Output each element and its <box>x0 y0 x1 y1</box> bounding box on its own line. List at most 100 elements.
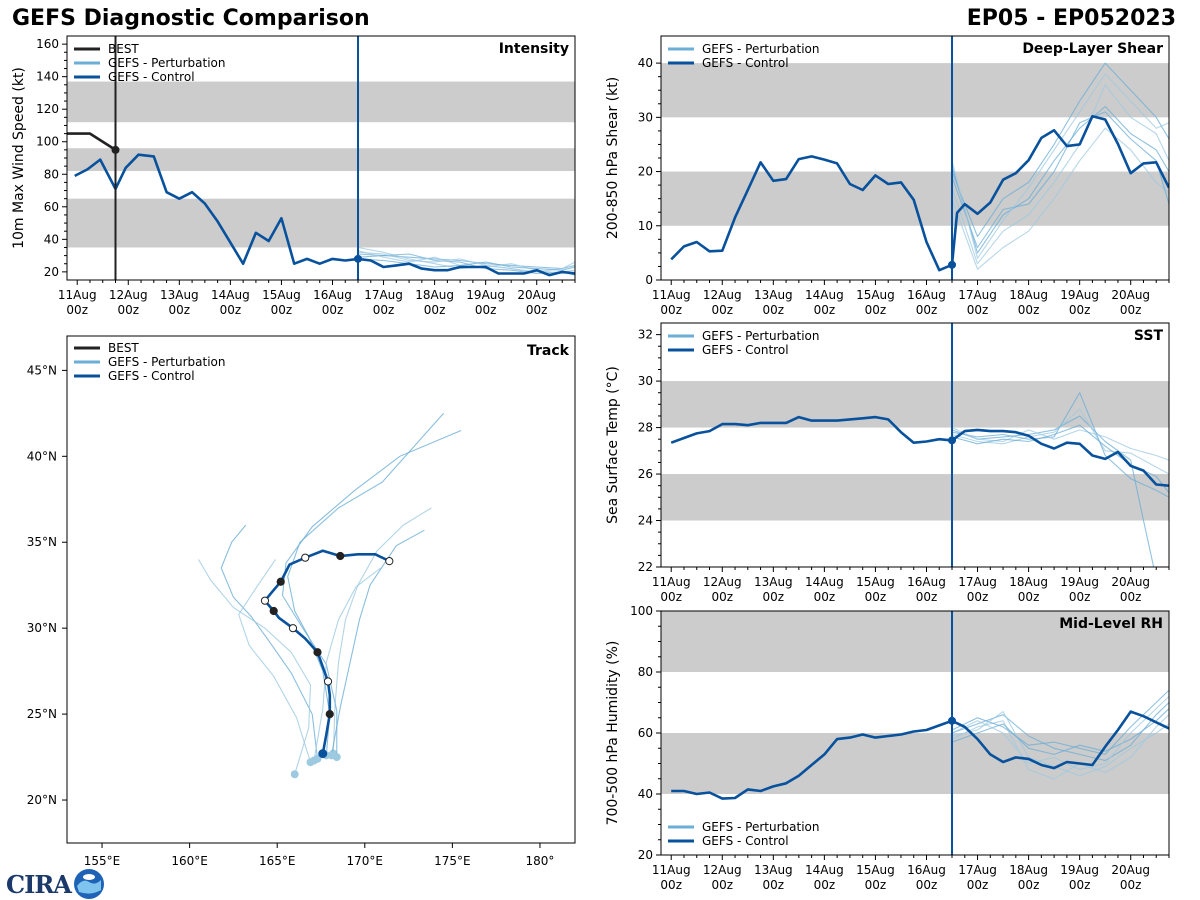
shear-perturbation-line <box>951 84 1169 265</box>
intensity-title: Intensity <box>499 41 569 57</box>
rh-xtick-label: 00z <box>711 878 733 892</box>
intensity-init-point <box>354 254 363 263</box>
sst-perturbation-line <box>951 415 1155 567</box>
sst-threshold-band <box>661 381 1169 428</box>
rh-xtick-label: 00z <box>967 878 989 892</box>
shear-xtick-label: 00z <box>865 303 887 317</box>
sst-ytick-label: 28 <box>638 421 653 435</box>
shear-perturbation-line <box>951 62 1169 238</box>
intensity-threshold-band <box>67 81 575 123</box>
rh-ylabel: 700-500 hPa Humidity (%) <box>605 641 621 826</box>
intensity-ylabel: 10m Max Wind Speed (kt) <box>11 67 27 249</box>
track-xtick-label: 175°E <box>434 854 471 868</box>
shear-ytick-label: 20 <box>638 165 653 179</box>
shear-init-point <box>948 260 957 269</box>
legend-label-control: GEFS - Control <box>702 56 789 70</box>
intensity-perturbation-line <box>357 258 575 271</box>
legend-label-perturb: GEFS - Perturbation <box>702 820 819 834</box>
rh-perturbation-line <box>951 696 1169 771</box>
shear-xtick-label: 00z <box>967 303 989 317</box>
legend-label-best: BEST <box>108 42 139 56</box>
sst-panel: 22242628303211Aug00z12Aug00z13Aug00z14Au… <box>605 322 1170 604</box>
intensity-perturbation-line <box>357 251 575 275</box>
shear-xtick-label: 20Aug <box>1111 288 1150 302</box>
intensity-xtick-label: 11Aug <box>58 288 97 302</box>
rh-xtick-label: 14Aug <box>805 863 844 877</box>
intensity-xtick-label: 00z <box>322 303 344 317</box>
track-perturbation-line <box>281 429 462 758</box>
track-ytick-label: 35°N <box>27 535 57 549</box>
rh-xtick-label: 00z <box>1120 878 1142 892</box>
rh-perturbation-line <box>951 708 1169 755</box>
figure-title: GEFS Diagnostic Comparison <box>12 6 370 31</box>
rh-ytick-label: 20 <box>638 848 653 862</box>
sst-xtick-label: 16Aug <box>907 575 946 589</box>
rh-xtick-label: 18Aug <box>1009 863 1048 877</box>
sst-xtick-label: 19Aug <box>1060 575 1099 589</box>
intensity-xtick-label: 00z <box>169 303 191 317</box>
track-perturbation-line <box>313 567 381 761</box>
shear-xtick-label: 00z <box>1120 303 1142 317</box>
shear-xtick-label: 00z <box>711 303 733 317</box>
track-xtick-label: 170°E <box>347 854 384 868</box>
sst-xtick-label: 00z <box>865 590 887 604</box>
shear-xtick-label: 19Aug <box>1060 288 1099 302</box>
shear-threshold-band <box>661 171 1169 226</box>
sst-control-line <box>670 415 1169 487</box>
sst-xtick-label: 00z <box>967 590 989 604</box>
sst-xtick-label: 17Aug <box>958 575 997 589</box>
track-control-marker <box>301 553 310 562</box>
sst-xtick-label: 12Aug <box>703 575 742 589</box>
sst-xtick-label: 11Aug <box>652 575 691 589</box>
shear-xtick-label: 16Aug <box>907 288 946 302</box>
rh-ytick-label: 80 <box>638 665 653 679</box>
rh-xtick-label: 00z <box>814 878 836 892</box>
intensity-xtick-label: 00z <box>66 303 88 317</box>
shear-xtick-label: 00z <box>763 303 785 317</box>
track-perturbation-line <box>332 507 432 754</box>
sst-xtick-label: 20Aug <box>1111 575 1150 589</box>
rh-plot-area <box>661 611 1169 855</box>
rh-perturbation-line <box>951 689 1169 755</box>
sst-ytick-label: 24 <box>638 514 653 528</box>
sst-xtick-label: 00z <box>711 590 733 604</box>
shear-xtick-label: 11Aug <box>652 288 691 302</box>
rh-xtick-label: 11Aug <box>652 863 691 877</box>
intensity-best-line <box>67 132 117 151</box>
intensity-ytick-label: 20 <box>44 265 59 279</box>
intensity-xtick-label: 00z <box>424 303 446 317</box>
track-perturbation-start <box>290 770 299 779</box>
legend-label-best: BEST <box>108 341 139 355</box>
shear-xtick-label: 00z <box>1069 303 1091 317</box>
track-plot-area <box>197 412 462 779</box>
sst-ytick-label: 26 <box>638 467 653 481</box>
rh-xtick-label: 00z <box>763 878 785 892</box>
intensity-xtick-label: 17Aug <box>364 288 403 302</box>
sst-title: SST <box>1134 328 1164 344</box>
legend-label-perturb: GEFS - Perturbation <box>108 355 225 369</box>
legend-label-perturb: GEFS - Perturbation <box>702 329 819 343</box>
shear-ytick-label: 0 <box>645 273 653 287</box>
track-ytick-label: 25°N <box>27 707 57 721</box>
intensity-xtick-label: 00z <box>373 303 395 317</box>
rh-ytick-label: 60 <box>638 726 653 740</box>
shear-xtick-label: 14Aug <box>805 288 844 302</box>
track-panel: 155°E 160°E 165°E 170°E 175°E 180° 20°N 25°N 30°… <box>27 335 576 868</box>
shear-xtick-label: 17Aug <box>958 288 997 302</box>
track-control-marker <box>260 596 270 605</box>
rh-title: Mid-Level RH <box>1059 616 1163 632</box>
intensity-ytick-label: 80 <box>44 167 59 181</box>
intensity-ytick-label: 40 <box>44 232 59 246</box>
rh-xtick-label: 00z <box>865 878 887 892</box>
track-control-marker <box>276 577 285 586</box>
intensity-xtick-label: 00z <box>475 303 497 317</box>
sst-ytick-label: 32 <box>638 328 653 342</box>
logo-text: CIRA <box>6 869 72 899</box>
rh-xtick-label: 16Aug <box>907 863 946 877</box>
intensity-ytick-label: 60 <box>44 200 59 214</box>
shear-control-line <box>670 114 1169 272</box>
intensity-ytick-label: 140 <box>36 70 59 84</box>
track-perturbation-start <box>306 758 315 767</box>
track-frame <box>66 335 576 844</box>
shear-xtick-label: 15Aug <box>856 288 895 302</box>
